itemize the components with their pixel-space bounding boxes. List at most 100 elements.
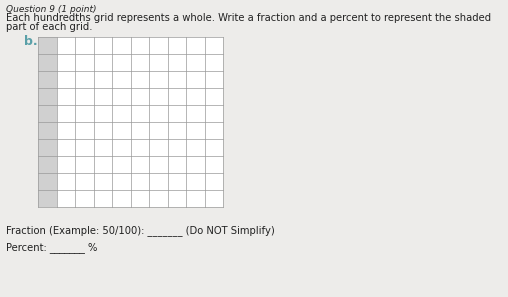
Bar: [205, 88, 223, 105]
Bar: [205, 173, 223, 190]
Bar: [93, 139, 112, 156]
Bar: [93, 122, 112, 139]
Bar: [112, 105, 131, 122]
Bar: [205, 190, 223, 207]
Bar: [75, 88, 93, 105]
Bar: [93, 190, 112, 207]
Bar: [131, 54, 149, 71]
Bar: [149, 88, 168, 105]
Bar: [56, 139, 75, 156]
Bar: [205, 37, 223, 54]
Bar: [75, 37, 93, 54]
Bar: [186, 88, 205, 105]
Bar: [205, 156, 223, 173]
Bar: [56, 156, 75, 173]
Bar: [38, 173, 56, 190]
Text: part of each grid.: part of each grid.: [6, 22, 92, 32]
Bar: [38, 190, 56, 207]
Bar: [112, 88, 131, 105]
Bar: [168, 190, 186, 207]
Bar: [205, 139, 223, 156]
Bar: [75, 105, 93, 122]
Bar: [205, 54, 223, 71]
Bar: [186, 156, 205, 173]
Bar: [186, 105, 205, 122]
Bar: [186, 173, 205, 190]
Bar: [75, 156, 93, 173]
Bar: [75, 71, 93, 88]
Bar: [56, 105, 75, 122]
Bar: [186, 54, 205, 71]
Bar: [93, 37, 112, 54]
Bar: [112, 54, 131, 71]
Bar: [112, 156, 131, 173]
Bar: [168, 173, 186, 190]
Bar: [75, 173, 93, 190]
Text: Each hundredths grid represents a whole. Write a fraction and a percent to repre: Each hundredths grid represents a whole.…: [6, 13, 491, 23]
Bar: [38, 122, 56, 139]
Bar: [186, 37, 205, 54]
Bar: [205, 105, 223, 122]
Bar: [131, 139, 149, 156]
Bar: [56, 71, 75, 88]
Bar: [75, 54, 93, 71]
Bar: [131, 122, 149, 139]
Bar: [38, 54, 56, 71]
Bar: [56, 122, 75, 139]
Bar: [56, 54, 75, 71]
Bar: [112, 37, 131, 54]
Bar: [186, 190, 205, 207]
Bar: [168, 54, 186, 71]
Bar: [75, 190, 93, 207]
Bar: [131, 190, 149, 207]
Bar: [131, 37, 149, 54]
Bar: [56, 173, 75, 190]
Bar: [93, 88, 112, 105]
Bar: [168, 37, 186, 54]
Bar: [168, 88, 186, 105]
Bar: [149, 190, 168, 207]
Bar: [38, 71, 56, 88]
Text: Question 9 (1 point): Question 9 (1 point): [6, 5, 97, 14]
Bar: [56, 190, 75, 207]
Text: Fraction (Example: 50/100): _______ (Do NOT Simplify): Fraction (Example: 50/100): _______ (Do …: [6, 225, 275, 236]
Bar: [93, 71, 112, 88]
Bar: [38, 156, 56, 173]
Bar: [38, 139, 56, 156]
Bar: [186, 71, 205, 88]
Bar: [56, 88, 75, 105]
Bar: [38, 88, 56, 105]
Bar: [112, 190, 131, 207]
Bar: [149, 71, 168, 88]
Bar: [112, 122, 131, 139]
Bar: [93, 105, 112, 122]
Text: Percent: _______ %: Percent: _______ %: [6, 242, 98, 253]
Bar: [56, 37, 75, 54]
Bar: [131, 105, 149, 122]
Bar: [75, 139, 93, 156]
Bar: [168, 139, 186, 156]
Bar: [112, 173, 131, 190]
Bar: [131, 173, 149, 190]
Bar: [149, 122, 168, 139]
Bar: [131, 88, 149, 105]
Bar: [149, 173, 168, 190]
Bar: [38, 37, 56, 54]
Bar: [131, 71, 149, 88]
Bar: [149, 105, 168, 122]
Bar: [93, 173, 112, 190]
Bar: [168, 156, 186, 173]
Bar: [149, 37, 168, 54]
Bar: [149, 54, 168, 71]
Bar: [93, 54, 112, 71]
Bar: [168, 71, 186, 88]
Bar: [186, 122, 205, 139]
Bar: [149, 156, 168, 173]
Bar: [38, 105, 56, 122]
Bar: [112, 71, 131, 88]
Bar: [168, 122, 186, 139]
Bar: [112, 139, 131, 156]
Bar: [131, 156, 149, 173]
Bar: [205, 71, 223, 88]
Bar: [93, 156, 112, 173]
